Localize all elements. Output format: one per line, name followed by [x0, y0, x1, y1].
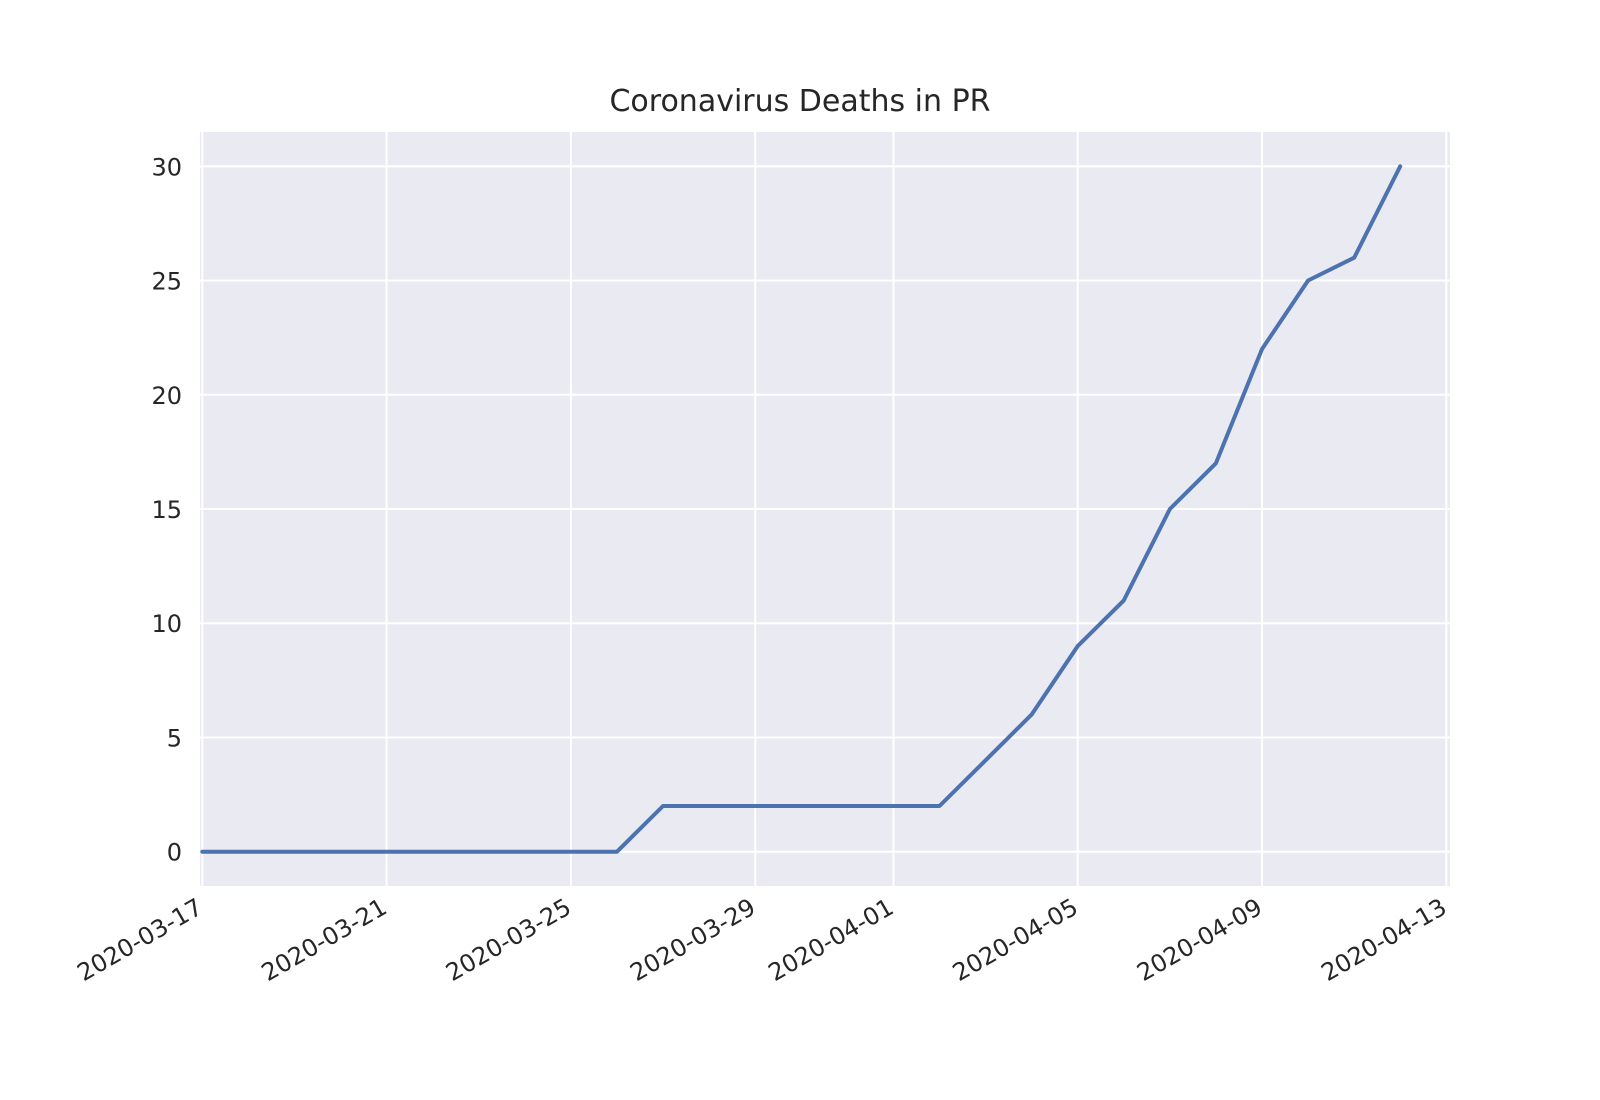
- x-tick-label: 2020-03-25: [441, 893, 576, 987]
- grid-lines: [200, 132, 1450, 886]
- x-axis: 2020-03-17 2020-03-21 2020-03-25 2020-03-29…: [73, 893, 1452, 987]
- y-tick-label: 20: [151, 382, 182, 410]
- x-tick-label: 2020-03-29: [625, 893, 760, 987]
- x-tick-label: 2020-04-09: [1132, 893, 1267, 987]
- x-tick-label: 2020-03-21: [257, 893, 392, 987]
- series-layer: [200, 164, 1403, 854]
- y-tick-label: 0: [167, 839, 182, 867]
- y-tick-label: 10: [151, 610, 182, 638]
- series-line: [200, 164, 1403, 854]
- x-tick-label: 2020-04-01: [764, 893, 899, 987]
- y-tick-label: 30: [151, 153, 182, 181]
- x-tick-label: 2020-04-05: [948, 893, 1083, 987]
- y-axis: 0 5 10 15 20 25 30: [151, 153, 182, 866]
- y-tick-label: 25: [151, 268, 182, 296]
- y-tick-label: 5: [167, 724, 182, 752]
- chart-title: Coronavirus Deaths in PR: [609, 84, 991, 119]
- x-tick-label: 2020-04-13: [1317, 893, 1452, 987]
- x-tick-label: 2020-03-17: [73, 893, 208, 987]
- y-tick-label: 15: [151, 496, 182, 524]
